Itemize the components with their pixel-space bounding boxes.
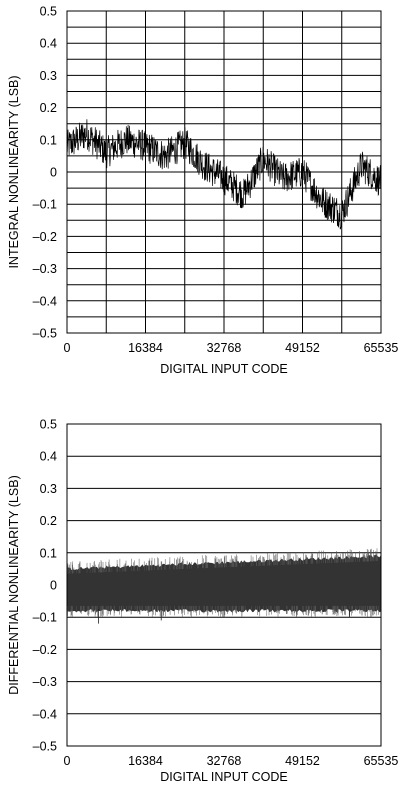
y-tick-label: –0.2 [33, 643, 57, 657]
y-tick-label: 0.3 [40, 482, 57, 496]
x-tick-label: 65535 [364, 341, 399, 355]
y-tick-label: 0.5 [40, 418, 57, 432]
inl-plot-frame [66, 10, 382, 334]
dnl-x-axis-label: DIGITAL INPUT CODE [160, 770, 288, 784]
inl-x-ticks: 0 16384 32768 49152 65535 [64, 341, 399, 355]
x-tick-label: 16384 [128, 754, 163, 768]
x-tick-label: 0 [64, 754, 71, 768]
dnl-chart: –0.5 –0.4 –0.3 –0.2 –0.1 0 0.1 0.2 0.3 0.4 0.5 0 16… [7, 418, 398, 785]
inl-chart: –0.5 –0.4 –0.3 –0.2 –0.1 0 0.1 0.2 0.3 0.4 0.5 0 16… [7, 5, 398, 377]
dnl-noise-outliers [67, 548, 379, 618]
x-tick-label: 32768 [207, 754, 242, 768]
y-tick-label: 0.3 [40, 69, 57, 83]
y-tick-label: 0.1 [40, 133, 57, 147]
dnl-noise-band [67, 554, 381, 613]
dnl-y-ticks: –0.5 –0.4 –0.3 –0.2 –0.1 0 0.1 0.2 0.3 0.4 0.5 [33, 418, 57, 754]
dnl-y-axis-label: DIFFERENTIAL NONLINEARITY (LSB) [7, 475, 21, 694]
y-tick-label: –0.3 [33, 675, 57, 689]
y-tick-label: –0.4 [33, 707, 57, 721]
y-tick-label: –0.2 [33, 230, 57, 244]
y-tick-label: 0.2 [40, 101, 57, 115]
x-tick-label: 65535 [364, 754, 399, 768]
x-tick-label: 0 [64, 341, 71, 355]
x-tick-label: 32768 [207, 341, 242, 355]
y-tick-label: –0.4 [33, 294, 57, 308]
inl-x-axis-label: DIGITAL INPUT CODE [160, 362, 288, 376]
y-tick-label: –0.5 [33, 327, 57, 341]
y-tick-label: 0.2 [40, 514, 57, 528]
y-tick-label: 0 [50, 166, 57, 180]
x-tick-label: 49152 [285, 341, 320, 355]
inl-data [66, 119, 382, 230]
x-tick-label: 49152 [285, 754, 320, 768]
y-tick-label: 0.4 [40, 37, 57, 51]
y-tick-label: 0 [50, 579, 57, 593]
y-tick-label: –0.5 [33, 740, 57, 754]
dnl-data [67, 548, 381, 624]
x-tick-label: 16384 [128, 341, 163, 355]
inl-y-ticks: –0.5 –0.4 –0.3 –0.2 –0.1 0 0.1 0.2 0.3 0.4 0.5 [33, 5, 57, 341]
y-tick-label: 0.4 [40, 450, 57, 464]
dnl-x-ticks: 0 16384 32768 49152 65535 [64, 754, 399, 768]
y-tick-label: 0.5 [40, 5, 57, 19]
inl-series-line [66, 119, 382, 230]
y-tick-label: –0.1 [33, 198, 57, 212]
y-tick-label: –0.1 [33, 611, 57, 625]
inl-y-axis-label: INTEGRAL NONLINEARITY (LSB) [7, 75, 21, 268]
y-tick-label: –0.3 [33, 262, 57, 276]
y-tick-label: 0.1 [40, 546, 57, 560]
dnl-plot-frame [66, 423, 382, 747]
